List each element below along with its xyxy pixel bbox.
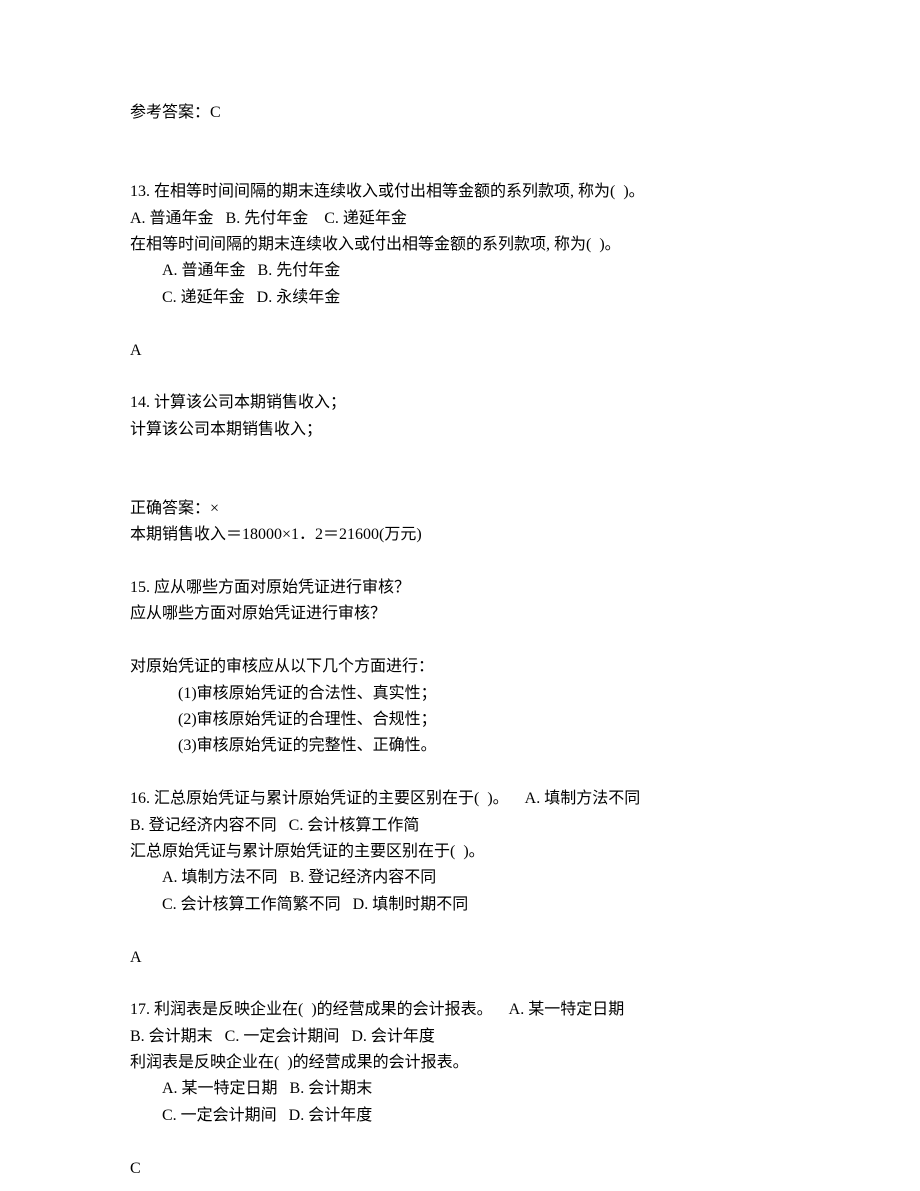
q16-options-cd: C. 会计核算工作简繁不同 D. 填制时期不同 [130, 892, 790, 918]
blank-line [130, 760, 790, 786]
q17-options-ab: A. 某一特定日期 B. 会计期末 [130, 1076, 790, 1102]
q16-options-ab: A. 填制方法不同 B. 登记经济内容不同 [130, 865, 790, 891]
blank-line [130, 469, 790, 495]
q13-options-line1: A. 普通年金 B. 先付年金 C. 递延年金 [130, 206, 790, 232]
document-body: 参考答案：C 13. 在相等时间间隔的期末连续收入或付出相等金额的系列款项, 称… [130, 100, 790, 1182]
blank-line [130, 443, 790, 469]
blank-line [130, 971, 790, 997]
blank-line [130, 549, 790, 575]
q14-stem: 14. 计算该公司本期销售收入； [130, 390, 790, 416]
blank-line [130, 311, 790, 337]
blank-line [130, 628, 790, 654]
q16-stem-line2: B. 登记经济内容不同 C. 会计核算工作简 [130, 813, 790, 839]
q15-repeat-stem: 应从哪些方面对原始凭证进行审核？ [130, 601, 790, 627]
q14-repeat-stem: 计算该公司本期销售收入； [130, 417, 790, 443]
blank-line [130, 1129, 790, 1155]
q17-options-cd: C. 一定会计期间 D. 会计年度 [130, 1103, 790, 1129]
q13-repeat-stem: 在相等时间间隔的期末连续收入或付出相等金额的系列款项, 称为( )。 [130, 232, 790, 258]
q16-stem-line1: 16. 汇总原始凭证与累计原始凭证的主要区别在于( )。 A. 填制方法不同 [130, 786, 790, 812]
blank-line [130, 126, 790, 152]
q15-stem: 15. 应从哪些方面对原始凭证进行审核？ [130, 575, 790, 601]
q13-options-cd: C. 递延年金 D. 永续年金 [130, 285, 790, 311]
q12-reference-answer: 参考答案：C [130, 100, 790, 126]
q15-point-3: (3)审核原始凭证的完整性、正确性。 [130, 733, 790, 759]
q13-answer: A [130, 338, 790, 364]
q15-point-1: (1)审核原始凭证的合法性、真实性； [130, 681, 790, 707]
q14-correct-label: 正确答案：× [130, 496, 790, 522]
q17-answer: C [130, 1156, 790, 1182]
blank-line [130, 153, 790, 179]
q16-answer: A [130, 945, 790, 971]
q13-options-ab: A. 普通年金 B. 先付年金 [130, 258, 790, 284]
q15-answer-intro: 对原始凭证的审核应从以下几个方面进行： [130, 654, 790, 680]
q17-stem-line2: B. 会计期末 C. 一定会计期间 D. 会计年度 [130, 1024, 790, 1050]
q16-repeat-stem: 汇总原始凭证与累计原始凭证的主要区别在于( )。 [130, 839, 790, 865]
blank-line [130, 364, 790, 390]
q17-repeat-stem: 利润表是反映企业在( )的经营成果的会计报表。 [130, 1050, 790, 1076]
blank-line [130, 918, 790, 944]
q15-point-2: (2)审核原始凭证的合理性、合规性； [130, 707, 790, 733]
q17-stem-line1: 17. 利润表是反映企业在( )的经营成果的会计报表。 A. 某一特定日期 [130, 997, 790, 1023]
q13-stem: 13. 在相等时间间隔的期末连续收入或付出相等金额的系列款项, 称为( )。 [130, 179, 790, 205]
q14-solution: 本期销售收入＝18000×1．2＝21600(万元) [130, 522, 790, 548]
